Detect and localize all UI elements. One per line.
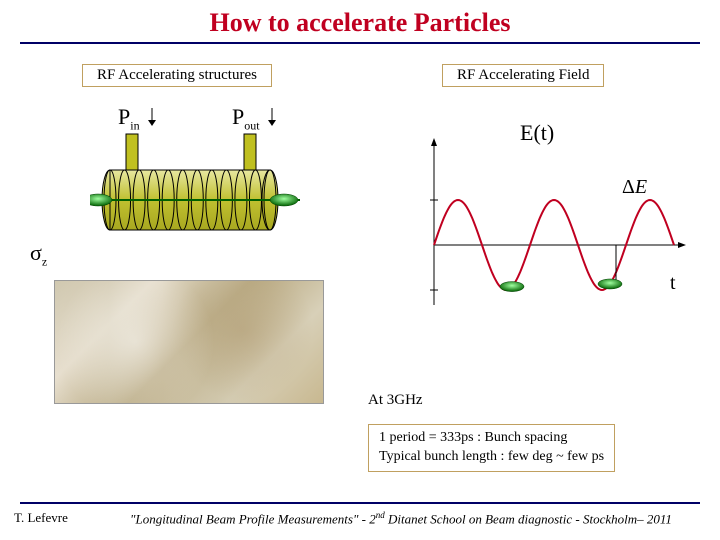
sigma-z-label: σz — [30, 240, 47, 269]
footer-pre: "Longitudinal Beam Profile Measurements"… — [130, 511, 376, 526]
sigma-sub: z — [42, 254, 47, 268]
sigma-symbol: σ — [30, 240, 42, 265]
facts-line-2: Typical bunch length : few deg ~ few ps — [379, 448, 604, 467]
accelerator-photo — [54, 280, 324, 404]
footer-author: T. Lefevre — [14, 510, 68, 526]
title-underline — [20, 42, 700, 44]
footer-post: Ditanet School on Beam diagnostic - Stoc… — [385, 511, 672, 526]
at-3ghz-label: At 3GHz — [368, 392, 423, 409]
footer-sup: nd — [376, 510, 385, 520]
sine-plot — [394, 130, 694, 310]
facts-box: 1 period = 333ps : Bunch spacing Typical… — [368, 424, 615, 472]
footer-divider — [20, 502, 700, 504]
rf-structures-label: RF Accelerating structures — [82, 64, 272, 87]
cavity-diagram — [90, 120, 310, 250]
rf-field-label: RF Accelerating Field — [442, 64, 604, 87]
facts-line-1: 1 period = 333ps : Bunch spacing — [379, 429, 604, 448]
slide-title: How to accelerate Particles — [0, 0, 720, 42]
footer-caption: "Longitudinal Beam Profile Measurements"… — [130, 510, 672, 527]
